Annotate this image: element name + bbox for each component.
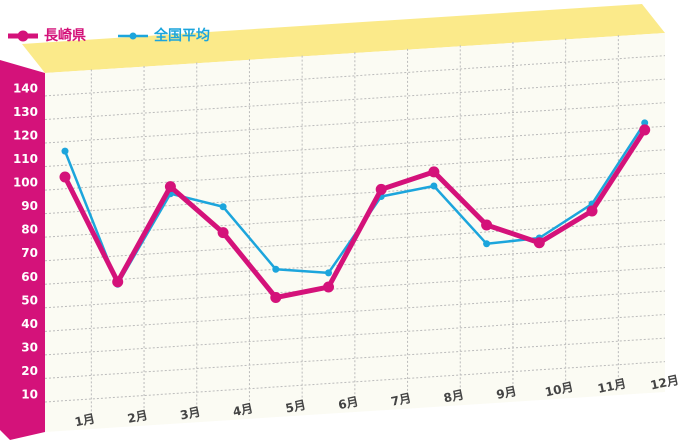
point [61, 147, 69, 155]
grid-line [44, 55, 666, 97]
x-tick-label: 8月 [442, 387, 465, 405]
point [641, 119, 649, 127]
x-tick-label: 2月 [126, 408, 149, 426]
point [481, 219, 493, 231]
grid-line [44, 337, 666, 379]
point [272, 265, 280, 273]
point [428, 166, 440, 178]
y-tick-label: 140 [13, 81, 38, 95]
grid-line [44, 314, 666, 356]
grid-line [44, 361, 666, 403]
y-tick-label: 50 [21, 293, 38, 307]
point [375, 183, 387, 195]
y-tick-label: 80 [21, 223, 38, 237]
y-tick-label: 60 [21, 270, 38, 284]
top-face [22, 4, 665, 73]
point [217, 227, 229, 239]
grid-line [44, 102, 666, 144]
grid-line [44, 125, 666, 168]
grid-line [44, 196, 666, 238]
y-tick-label: 40 [21, 317, 38, 331]
point [164, 181, 176, 193]
grid-line [44, 267, 666, 309]
point [483, 240, 491, 248]
grid-line [44, 243, 666, 285]
y-tick-label: 90 [21, 199, 38, 213]
y-tick-label: 130 [13, 105, 38, 119]
point [112, 276, 124, 288]
x-tick-label: 4月 [232, 401, 255, 419]
point [219, 203, 227, 211]
x-tick-label: 1月 [73, 411, 96, 429]
grid-line [44, 78, 666, 120]
point [639, 124, 651, 136]
point [533, 237, 545, 249]
y-tick-label: 10 [21, 387, 38, 401]
x-tick-label: 5月 [284, 398, 307, 416]
x-tick-label: 9月 [495, 384, 518, 402]
side-face [0, 60, 45, 440]
grid-line [44, 149, 666, 191]
legend-dot [17, 30, 29, 42]
legend-label: 全国平均 [153, 27, 210, 44]
y-tick-label: 70 [21, 246, 38, 260]
y-tick-label: 120 [13, 129, 38, 143]
point [270, 292, 282, 304]
point [59, 171, 71, 183]
y-tick-label: 20 [21, 364, 38, 378]
x-tick-label: 3月 [179, 405, 202, 423]
point [430, 182, 438, 190]
x-tick-label: 10月 [544, 380, 575, 400]
grid-line [44, 172, 666, 215]
x-tick-label: 11月 [596, 376, 627, 396]
grid-line [44, 290, 666, 332]
x-tick-label: 12月 [649, 373, 678, 393]
y-tick-label: 110 [13, 152, 38, 166]
x-tick-label: 6月 [337, 394, 360, 412]
point [323, 281, 334, 293]
legend-dot [129, 32, 137, 40]
series-line [62, 128, 647, 301]
legend-label: 長崎県 [44, 27, 86, 44]
point [586, 205, 598, 217]
y-tick-label: 100 [13, 176, 38, 190]
y-tick-label: 30 [21, 340, 38, 354]
x-tick-label: 7月 [390, 391, 413, 409]
point [325, 269, 332, 277]
